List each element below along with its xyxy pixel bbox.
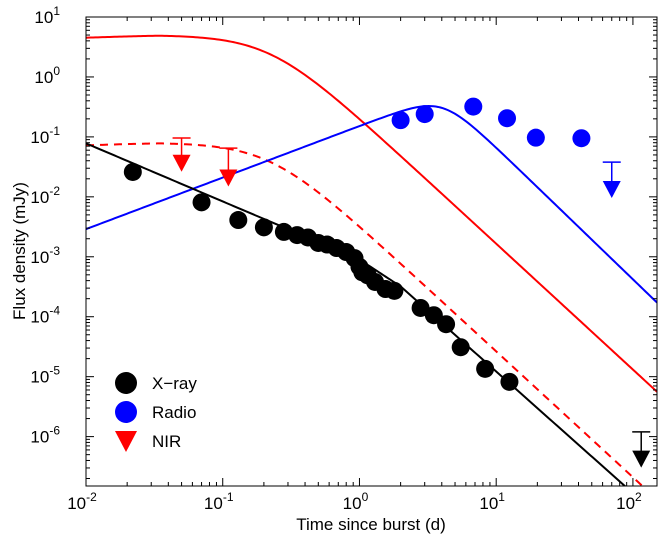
- model-curves: [86, 34, 657, 486]
- radio-limit-triangle-0: [602, 181, 621, 199]
- y-tick-label-1: 100: [34, 64, 60, 87]
- legend-label-2: NIR: [152, 432, 181, 451]
- legend: X−ray Radio NIR: [115, 372, 197, 452]
- xray-point-1: [192, 193, 211, 212]
- x-tick-label-3: 101: [479, 490, 505, 513]
- xray-point-23: [500, 372, 519, 391]
- x-axis-label: Time since burst (d): [296, 515, 446, 534]
- nir-model-curve: [86, 34, 657, 393]
- xray-point-0: [123, 162, 142, 181]
- radio-point-0: [391, 111, 410, 130]
- radio-point-5: [572, 129, 591, 148]
- x-tick-label-2: 100: [343, 490, 369, 513]
- xray-limit-triangle-0: [632, 450, 651, 468]
- xray-point-3: [254, 218, 273, 237]
- legend-label-0: X−ray: [152, 374, 197, 393]
- radio-point-4: [526, 128, 545, 147]
- y-tick-label-4: 10-3: [30, 244, 60, 267]
- y-tick-label-3: 10-2: [30, 184, 60, 207]
- legend-marker-2: [115, 431, 137, 452]
- data-markers: [123, 97, 651, 468]
- y-tick-label-6: 10-5: [30, 364, 60, 387]
- legend-marker-0: [115, 372, 137, 394]
- x-tick-label-0: 10-2: [67, 490, 97, 513]
- y-axis-label: Flux density (mJy): [10, 182, 29, 320]
- radio-point-1: [415, 105, 434, 124]
- y-tick-label-0: 101: [34, 4, 60, 27]
- nir-limit-triangle-0: [172, 154, 191, 172]
- plot-frame: [85, 16, 658, 487]
- axis-ticks: 10-2 10-1 100 101 102 101 100 10-1 10-2 10-3 10-4 1…: [30, 4, 657, 513]
- x-tick-label-4: 102: [616, 490, 642, 513]
- y-tick-label-2: 10-1: [30, 124, 60, 147]
- nir-model-curve-dashed: [86, 142, 644, 486]
- legend-label-1: Radio: [152, 403, 196, 422]
- nir-limit-triangle-1: [219, 169, 238, 187]
- legend-marker-1: [115, 401, 137, 423]
- x-tick-label-1: 10-1: [204, 490, 234, 513]
- xray-point-17: [385, 281, 404, 300]
- radio-point-3: [498, 109, 517, 128]
- xray-point-20: [437, 315, 456, 334]
- xray-point-18: [411, 298, 430, 317]
- xray-point-21: [451, 338, 470, 357]
- xray-point-22: [476, 359, 495, 378]
- radio-point-2: [464, 97, 483, 116]
- radio-model-curve: [86, 105, 657, 304]
- y-tick-label-5: 10-4: [30, 304, 60, 327]
- y-tick-label-7: 10-6: [30, 424, 60, 447]
- xray-point-2: [229, 211, 248, 230]
